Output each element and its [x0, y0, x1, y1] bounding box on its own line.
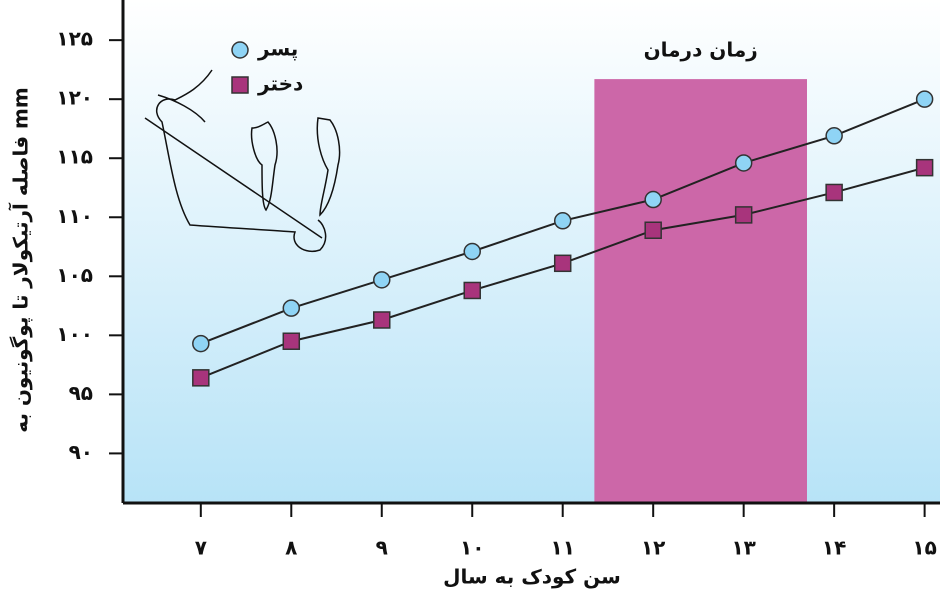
point	[734, 154, 753, 172]
point	[915, 158, 934, 177]
y-tick-label: ۱۲۵	[56, 27, 93, 51]
point	[373, 271, 391, 289]
y-tick-label: ۹۰	[69, 440, 93, 464]
treatment-span	[594, 79, 807, 504]
x-tick-label: ۱۳	[731, 536, 755, 560]
point	[463, 242, 481, 261]
x-tick-label: ۱۰	[460, 536, 484, 560]
plot-background	[123, 0, 940, 503]
jaw-illustration	[144, 69, 341, 252]
y-tick-label: ۱۱۰	[56, 204, 93, 228]
x-tick-label: ۱۲	[641, 536, 665, 560]
x-tick-label: ۸	[285, 536, 297, 560]
point	[373, 311, 391, 329]
y-tick-label: ۹۵	[69, 381, 93, 405]
point	[553, 254, 572, 273]
y-tick-label: ۱۱۵	[56, 145, 93, 169]
point	[644, 221, 662, 239]
x-tick-label: ۱۵	[912, 536, 936, 560]
legend-swatch	[231, 41, 249, 59]
legend-label: پسر	[257, 37, 298, 62]
legend-swatch	[231, 76, 249, 94]
y-tick-label: ۱۲۰	[56, 86, 93, 110]
y-tick-label: ۱۰۰	[56, 322, 93, 346]
point	[553, 212, 572, 230]
point	[192, 369, 210, 387]
point	[734, 206, 753, 224]
x-axis-label: سن کودک به سال	[443, 565, 621, 589]
legend-label: دختر	[257, 72, 303, 96]
point	[825, 183, 843, 202]
point	[463, 281, 481, 300]
point	[825, 127, 843, 145]
y-tick-label: ۱۰۵	[56, 263, 93, 287]
point	[282, 299, 301, 317]
point	[915, 90, 934, 108]
point	[192, 334, 210, 353]
span-label: زمان درمان	[644, 38, 758, 62]
x-tick-label: ۱۴	[822, 536, 846, 560]
x-tick-label: ۷	[195, 536, 207, 560]
point	[644, 190, 662, 209]
x-tick-label: ۱۱	[551, 536, 575, 560]
x-tick-label: ۹	[376, 536, 388, 560]
y-axis-label: فاصله آرتیکولار تا پوگونیون به mm	[8, 87, 34, 433]
point	[282, 332, 301, 350]
